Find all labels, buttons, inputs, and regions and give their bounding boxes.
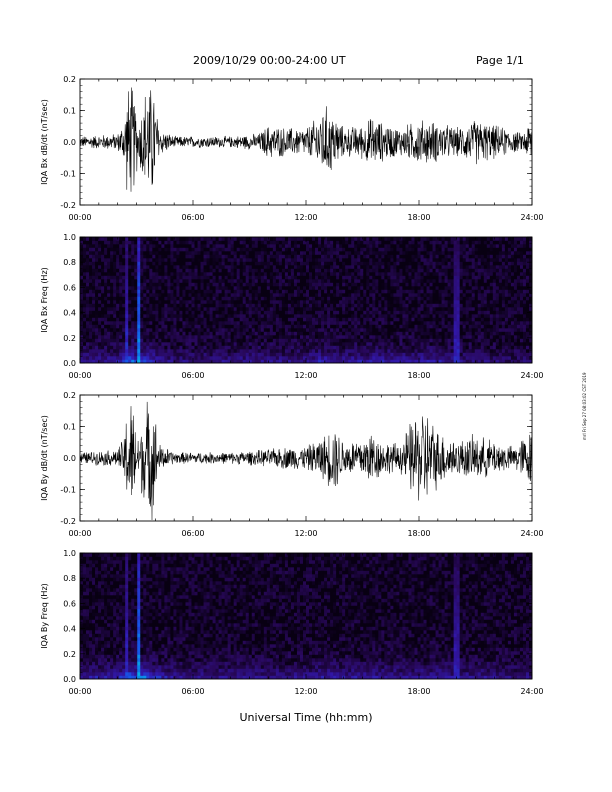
y-axis-label: IQA Bx Freq (Hz)	[40, 267, 49, 333]
y-axis-label: IQA Bx dB/dt (nT/sec)	[40, 99, 49, 185]
page-title: 2009/10/29 00:00-24:00 UT	[193, 54, 346, 67]
x-tick-label: 06:00	[181, 371, 204, 380]
panel-2: 00:00 06:00 12:00 18:00 24:00 1.0 0.8 0.6 0.4 0.2…	[40, 233, 544, 380]
spectrogram-cells	[80, 553, 533, 680]
y-tick-label: 0.4	[63, 309, 76, 318]
x-tick-label: 12:00	[294, 213, 317, 222]
y-tick-label: 0.0	[63, 138, 76, 147]
y-tick-label: 0.8	[63, 574, 76, 583]
panel-1: 00:00 06:00 12:00 18:00 24:00 0.2 0.1 0.0 -0.1 -0…	[40, 75, 544, 222]
signal-trace	[80, 87, 532, 192]
x-tick-label: 24:00	[520, 371, 543, 380]
y-tick-label: 0.2	[63, 334, 76, 343]
x-tick-label: 18:00	[407, 529, 430, 538]
x-tick-label: 18:00	[407, 371, 430, 380]
y-tick-label: 0.1	[63, 423, 76, 432]
y-tick-label: 1.0	[63, 549, 76, 558]
x-tick-label: 00:00	[68, 687, 91, 696]
y-tick-label: -0.1	[60, 170, 76, 179]
y-tick-label: 0.4	[63, 625, 76, 634]
y-tick-label: -0.2	[60, 201, 76, 210]
x-tick-label: 18:00	[407, 213, 430, 222]
y-tick-label: -0.1	[60, 486, 76, 495]
y-axis-label: IQA By dB/dt (nT/sec)	[40, 415, 49, 501]
spectrogram-cells	[80, 237, 533, 364]
x-tick-label: 00:00	[68, 213, 91, 222]
panel-4: 00:00 06:00 12:00 18:00 24:00 1.0 0.8 0.6 0.4 0.2…	[40, 549, 544, 696]
y-tick-label: 0.6	[63, 599, 76, 608]
y-tick-label: 0.1	[63, 107, 76, 116]
y-tick-label: 0.2	[63, 391, 76, 400]
x-tick-label: 06:00	[181, 213, 204, 222]
x-tick-label: 12:00	[294, 687, 317, 696]
y-tick-label: 0.0	[63, 454, 76, 463]
y-tick-label: 0.8	[63, 258, 76, 267]
x-tick-label: 12:00	[294, 529, 317, 538]
y-tick-label: 0.2	[63, 650, 76, 659]
panel-3: 00:00 06:00 12:00 18:00 24:00 0.2 0.1 0.0 -0.1 -0…	[40, 391, 544, 538]
x-tick-label: 24:00	[520, 529, 543, 538]
x-tick-label: 00:00	[68, 371, 91, 380]
page-number: Page 1/1	[476, 54, 524, 67]
y-tick-label: -0.2	[60, 517, 76, 526]
x-tick-label: 24:00	[520, 213, 543, 222]
y-tick-label: 0.6	[63, 283, 76, 292]
y-tick-label: 0.2	[63, 75, 76, 84]
y-tick-label: 0.0	[63, 675, 76, 684]
signal-trace	[80, 401, 532, 521]
x-tick-label: 24:00	[520, 687, 543, 696]
y-axis-label: IQA By Freq (Hz)	[40, 583, 49, 649]
x-tick-label: 06:00	[181, 687, 204, 696]
y-tick-label: 0.0	[63, 359, 76, 368]
x-tick-label: 18:00	[407, 687, 430, 696]
x-axis-title: Universal Time (hh:mm)	[240, 711, 373, 724]
x-tick-label: 12:00	[294, 371, 317, 380]
x-tick-label: 06:00	[181, 529, 204, 538]
y-tick-label: 1.0	[63, 233, 76, 242]
x-tick-label: 00:00	[68, 529, 91, 538]
